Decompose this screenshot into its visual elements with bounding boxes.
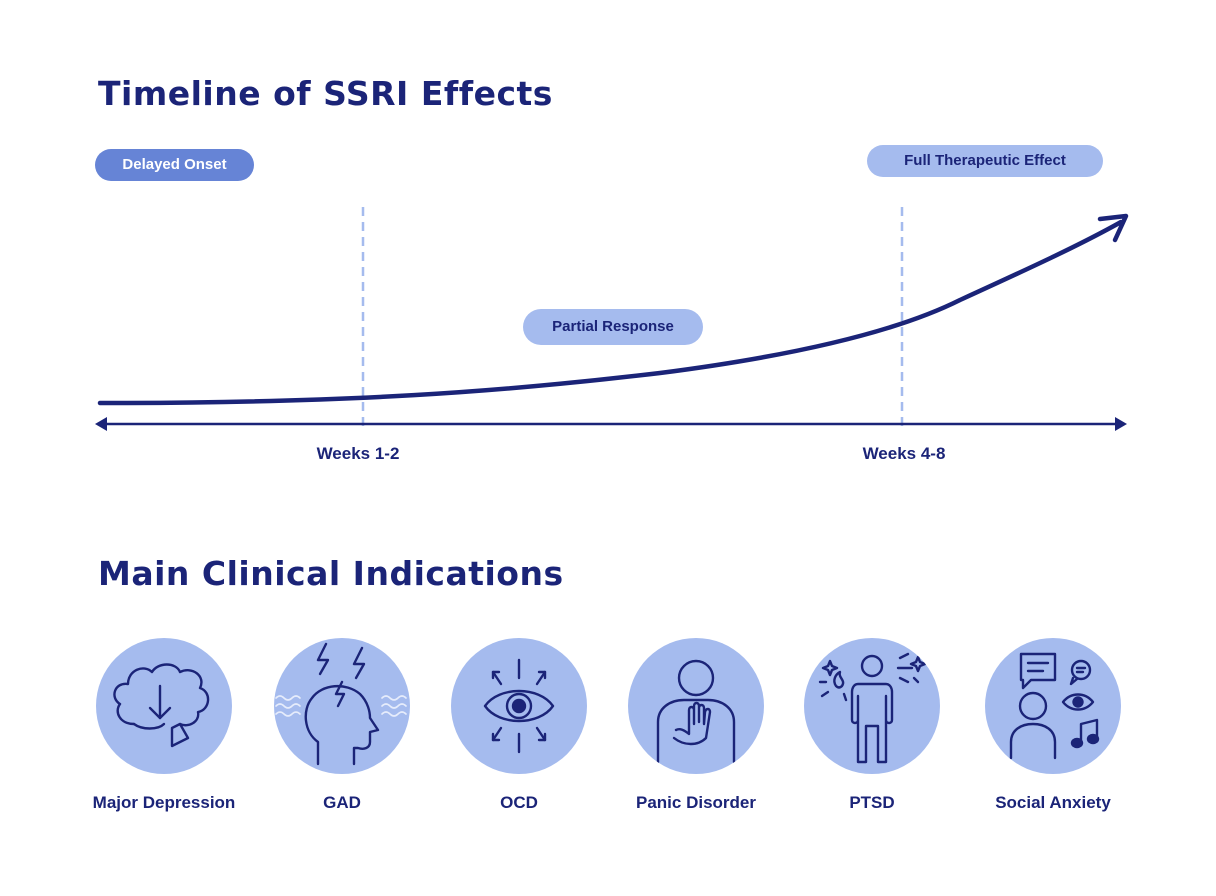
indication-ptsd: PTSD [777,638,967,813]
effect-curve-arrowhead [1097,213,1129,243]
full-effect-badge: Full Therapeutic Effect [867,145,1103,177]
axis-left-arrowhead [95,417,107,431]
delayed-onset-badge: Delayed Onset [95,149,254,181]
indication-icon-circle [274,638,410,774]
head-lightning-icon [275,642,407,766]
indication-icon-circle [451,638,587,774]
indication-panic-disorder: Panic Disorder [601,638,791,813]
person-sparks-icon [818,652,927,764]
indication-icon-circle [985,638,1121,774]
indication-label: Panic Disorder [636,793,756,812]
effect-curve [97,219,1124,406]
timeline-title: Timeline of SSRI Effects [98,74,553,113]
eye-arrows-icon [483,658,555,754]
indication-label: PTSD [849,793,895,812]
person-hand-chest-icon [656,659,736,764]
indications-title: Main Clinical Indications [98,554,564,593]
marker-label-weeks-1-2: Weeks 1-2 [316,444,400,463]
indication-label: GAD [323,793,361,812]
indication-social-anxiety: Social Anxiety [958,638,1148,813]
partial-response-badge: Partial Response [523,309,703,345]
indication-label: OCD [500,793,538,812]
indication-major-depression: Major Depression [69,638,259,813]
marker-label-weeks-4-8: Weeks 4-8 [862,444,946,463]
indication-gad: GAD [247,638,437,813]
indication-icon-circle [96,638,232,774]
timeline-graphic [95,207,1129,431]
indication-label: Social Anxiety [995,793,1111,812]
axis-right-arrowhead [1115,417,1127,431]
indication-icon-circle [804,638,940,774]
brain-down-arrow-icon [113,663,210,748]
person-chat-eye-music-icon [1009,652,1100,760]
indication-ocd: OCD [424,638,614,813]
indication-icon-circle [628,638,764,774]
indication-label: Major Depression [92,793,236,812]
